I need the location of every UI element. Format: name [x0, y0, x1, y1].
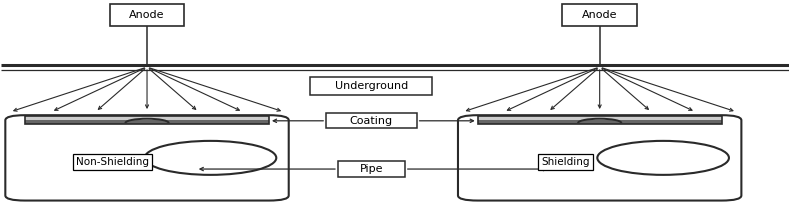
- Bar: [562, 5, 637, 26]
- Text: Pipe: Pipe: [359, 164, 383, 174]
- Circle shape: [145, 141, 276, 175]
- Text: Underground: Underground: [335, 81, 408, 91]
- Bar: [25, 119, 269, 124]
- Bar: [25, 116, 269, 119]
- FancyBboxPatch shape: [458, 115, 741, 201]
- Bar: [478, 119, 722, 124]
- Text: Non-Shielding: Non-Shielding: [77, 157, 149, 167]
- Bar: [110, 5, 184, 26]
- Bar: [326, 113, 416, 128]
- Text: Shielding: Shielding: [541, 157, 590, 167]
- Circle shape: [597, 141, 729, 175]
- Text: Coating: Coating: [350, 116, 393, 126]
- Text: Anode: Anode: [582, 10, 618, 20]
- Text: Anode: Anode: [130, 10, 165, 20]
- Bar: [310, 77, 432, 95]
- Bar: [338, 162, 404, 177]
- Bar: [478, 116, 722, 119]
- FancyBboxPatch shape: [6, 115, 288, 201]
- Bar: [25, 116, 269, 124]
- Bar: [478, 116, 722, 124]
